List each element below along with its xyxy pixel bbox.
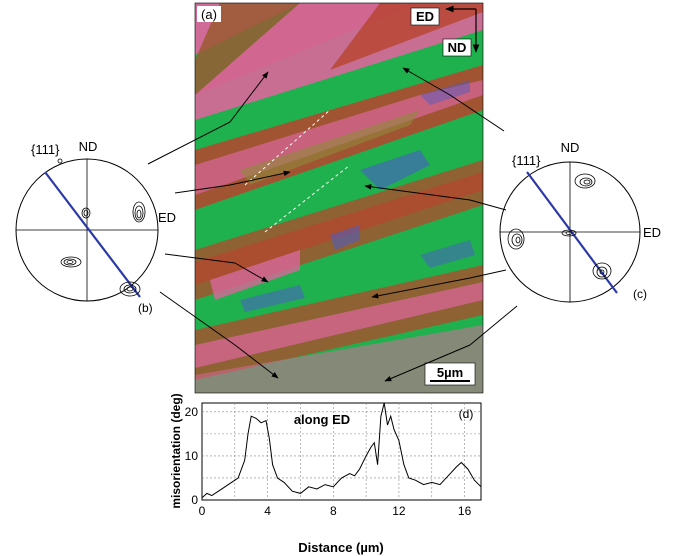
pole-right-family: {111} (512, 153, 541, 168)
map-frame (194, 2, 484, 394)
y-tick-label: 0 (191, 493, 198, 507)
trace-line (244, 109, 331, 186)
x-tick-label: 16 (458, 504, 472, 518)
y-tick-label: 20 (185, 405, 199, 419)
panel-label-c: (c) (633, 287, 647, 301)
pole-left-nd: ND (79, 139, 98, 154)
connector-lines (147, 94, 518, 346)
scale-bar-label: 5µm (437, 365, 463, 380)
pole-left-family: {111} (31, 142, 60, 157)
x-tick-label: 0 (199, 504, 206, 518)
pole-figure-left (15, 158, 159, 302)
x-tick-label: 8 (330, 504, 337, 518)
pole-figure-right (499, 161, 641, 303)
nd-axis-box (442, 38, 472, 57)
pole-left-ed: ED (158, 210, 176, 225)
panel-label-a: (a) (201, 7, 217, 22)
ebsd-orientation-map (195, 3, 483, 393)
trace-line-blue (44, 171, 141, 298)
map-axis-ed: ED (416, 9, 434, 24)
deformed-bands (195, 3, 483, 393)
panel-label-d: (d) (459, 407, 474, 421)
ticks: 0 4 8 12 16 0 10 20 (185, 405, 472, 518)
panel-a-box (197, 6, 221, 22)
pole-right-nd: ND (561, 140, 580, 155)
pole-contours (57, 158, 146, 297)
connector-arrows (229, 67, 471, 382)
misorientation-series-line (202, 403, 481, 499)
plot-frame (201, 402, 482, 501)
map-axis-nd: ND (448, 40, 467, 55)
x-axis-label: Distance (µm) (298, 540, 384, 555)
grid (202, 403, 481, 500)
panel-label-b: (b) (138, 301, 153, 315)
y-tick-label: 10 (185, 449, 199, 463)
chart-annotation: along ED (294, 412, 350, 427)
x-tick-label: 12 (392, 504, 406, 518)
ed-axis-box (410, 7, 440, 26)
pole-right-ed: ED (643, 225, 661, 240)
y-axis-label: misorientation (deg) (169, 393, 183, 508)
scale-bar-box (424, 362, 476, 386)
x-tick-label: 4 (264, 504, 271, 518)
trace-line (264, 164, 351, 233)
pole-contours (507, 173, 612, 280)
